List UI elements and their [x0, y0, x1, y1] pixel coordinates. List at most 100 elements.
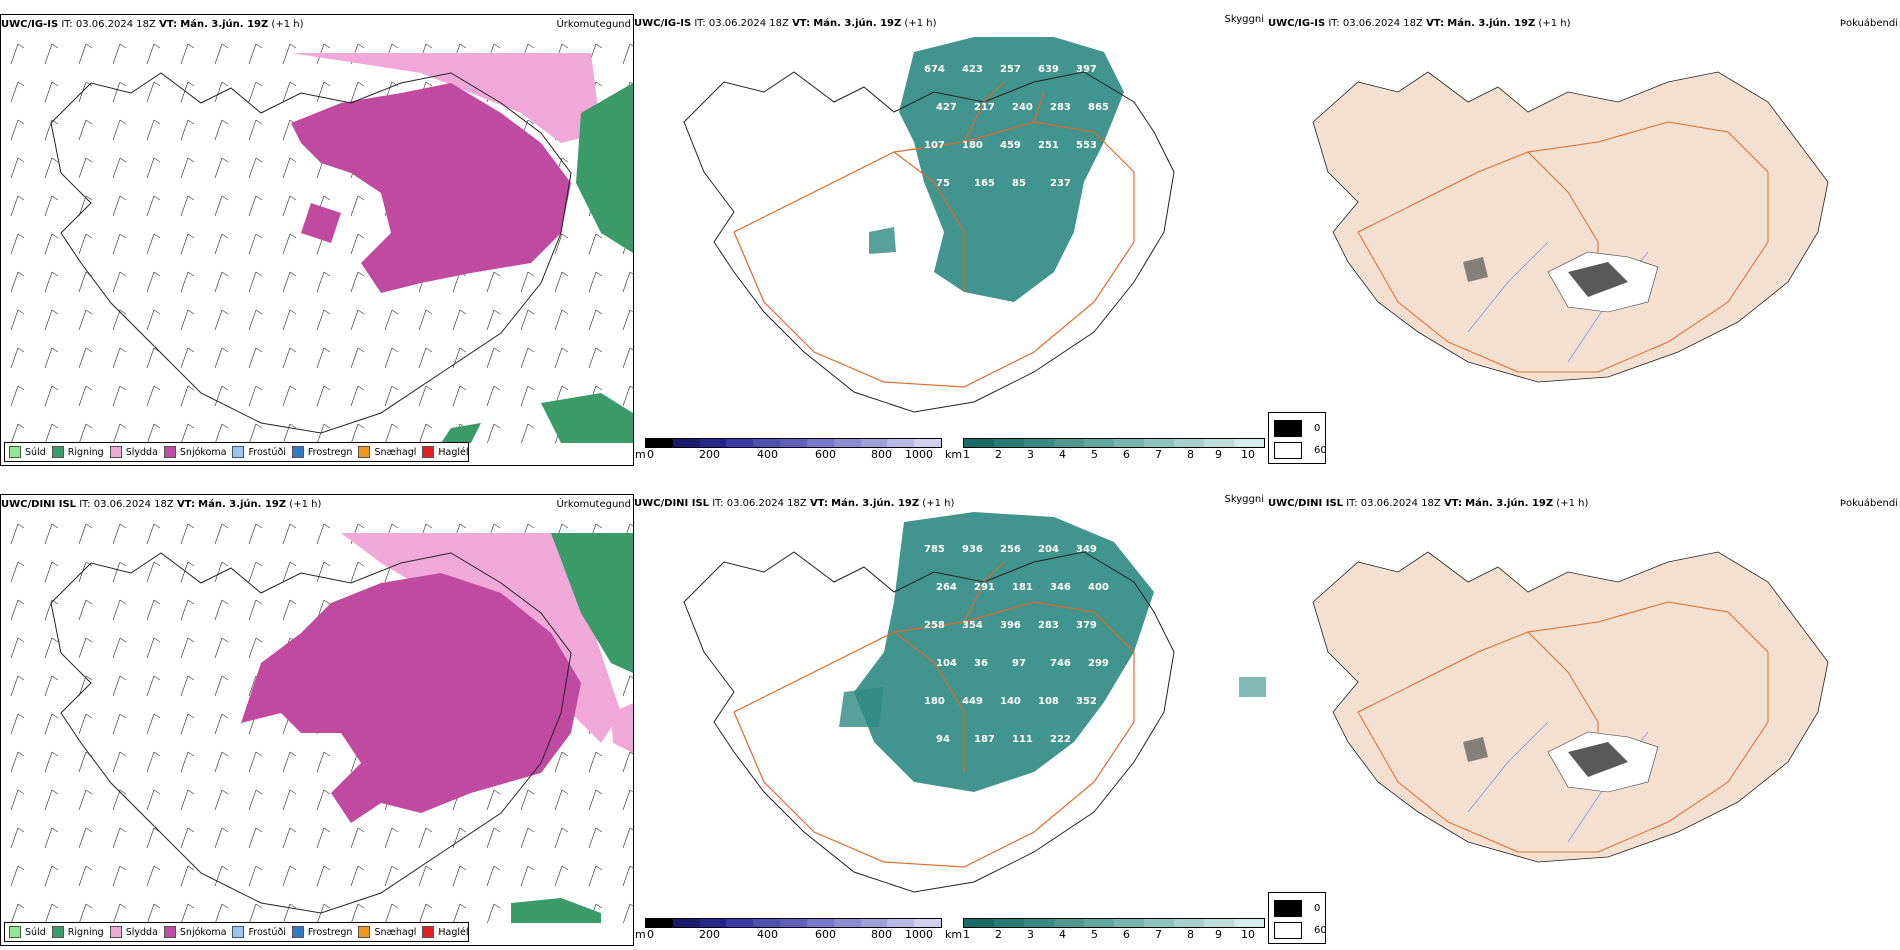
wind-barb — [78, 675, 93, 697]
visibility-value-label: 785 — [924, 544, 945, 555]
fog-small — [1463, 257, 1488, 282]
wind-barb — [180, 233, 195, 255]
wind-barb — [112, 309, 127, 331]
wind-barb — [78, 347, 93, 369]
visibility-value-label: 204 — [1038, 544, 1059, 555]
legend-item-freezing-drizzle: Frostúði — [232, 446, 286, 458]
wind-barb — [282, 309, 297, 331]
wind-barb — [554, 233, 569, 255]
visibility-value-label: 180 — [924, 696, 945, 707]
wind-barb — [112, 637, 127, 659]
colorbar-step — [1054, 919, 1084, 927]
wind-barb — [180, 903, 195, 923]
wind-barb — [452, 865, 467, 887]
lead-time: (+1 h) — [1556, 498, 1589, 509]
snow-area — [241, 573, 581, 823]
wind-barb — [520, 865, 535, 887]
wind-barb — [214, 347, 229, 369]
wind-barb — [350, 903, 365, 923]
wind-barb — [622, 309, 633, 331]
it-value: 03.06.2024 18Z — [726, 498, 807, 509]
wind-barb — [180, 309, 195, 331]
model-name: UWC/IG-IS — [634, 18, 692, 29]
wind-barb — [180, 865, 195, 887]
visibility-value-label: 379 — [1076, 620, 1097, 631]
sleet-area — [291, 53, 601, 143]
wind-barb — [588, 751, 603, 773]
visibility-value-label: 346 — [1050, 582, 1071, 593]
colorbar-step — [806, 439, 834, 447]
wind-barb — [78, 385, 93, 407]
wind-barb — [146, 675, 161, 697]
wind-barb — [180, 523, 195, 545]
km-colorbar-row2: km 1 2 3 4 5 6 7 8 9 10 — [945, 918, 1265, 944]
wind-barb — [248, 523, 263, 545]
wind-barb — [44, 233, 59, 255]
visibility-value-label: 396 — [1000, 620, 1021, 631]
wind-barb — [146, 423, 161, 443]
wind-barb — [10, 271, 25, 293]
wind-barb — [588, 309, 603, 331]
visibility-value-label: 283 — [1050, 102, 1071, 113]
wind-barb — [282, 271, 297, 293]
wind-barb — [146, 81, 161, 103]
rain-patch-small — [441, 423, 481, 443]
tick-4: 4 — [1059, 928, 1066, 941]
wind-barb — [588, 789, 603, 811]
wind-barb — [316, 903, 331, 923]
rain-area — [576, 83, 633, 253]
model-name: UWC/IG-IS — [1268, 18, 1326, 29]
tick-5: 5 — [1091, 928, 1098, 941]
visibility-value-label: 107 — [924, 140, 945, 151]
colorbar-step — [646, 439, 673, 447]
wind-barb — [112, 827, 127, 849]
wind-barb — [452, 385, 467, 407]
wind-barb — [384, 423, 399, 443]
elevation-colorbar-row1: m 0 200 400 600 800 1000 — [635, 438, 942, 464]
wind-barb — [10, 385, 25, 407]
wind-barb — [10, 195, 25, 217]
wind-barb — [214, 789, 229, 811]
colorbar-step — [726, 919, 754, 927]
wind-barb — [214, 637, 229, 659]
wind-barb — [78, 713, 93, 735]
wind-barb — [248, 637, 263, 659]
wind-barb — [214, 751, 229, 773]
wind-barb — [486, 827, 501, 849]
wind-barb — [520, 789, 535, 811]
wind-barb — [418, 347, 433, 369]
it-value: 03.06.2024 18Z — [1342, 18, 1423, 29]
wind-barb — [214, 233, 229, 255]
wind-barb — [486, 423, 501, 443]
wind-barb — [622, 675, 633, 697]
row-1: UWC/IG-IS IT: 03.06.2024 18Z VT: Mán. 3.… — [0, 0, 1900, 470]
wind-barb — [282, 43, 297, 65]
visibility-value-label: 180 — [962, 140, 983, 151]
cloud-map — [1312, 551, 1829, 863]
colorbar-step — [833, 919, 861, 927]
it-label: IT: — [712, 498, 724, 509]
km-bar — [963, 918, 1265, 928]
wind-barb — [146, 599, 161, 621]
wind-barb — [350, 827, 365, 849]
wind-barb — [554, 271, 569, 293]
wind-barb — [282, 195, 297, 217]
wind-barb — [316, 385, 331, 407]
wind-barb — [248, 599, 263, 621]
panel-title: Skyggni — [1224, 494, 1264, 505]
tick-600: 600 — [815, 928, 836, 941]
wind-barb — [350, 233, 365, 255]
visibility-value-label: 256 — [1000, 544, 1021, 555]
wind-barb — [44, 385, 59, 407]
tick-200: 200 — [699, 448, 720, 461]
wind-barb — [180, 81, 195, 103]
wind-barb — [316, 865, 331, 887]
tick-1: 1 — [963, 928, 970, 941]
wind-barb — [44, 81, 59, 103]
tick-8: 8 — [1187, 448, 1194, 461]
wind-barb — [248, 271, 263, 293]
visibility-value-label: 165 — [974, 178, 995, 189]
elevation-unit: m — [635, 928, 646, 941]
wind-barb — [112, 865, 127, 887]
model-name: UWC/DINI ISL — [1, 499, 77, 510]
